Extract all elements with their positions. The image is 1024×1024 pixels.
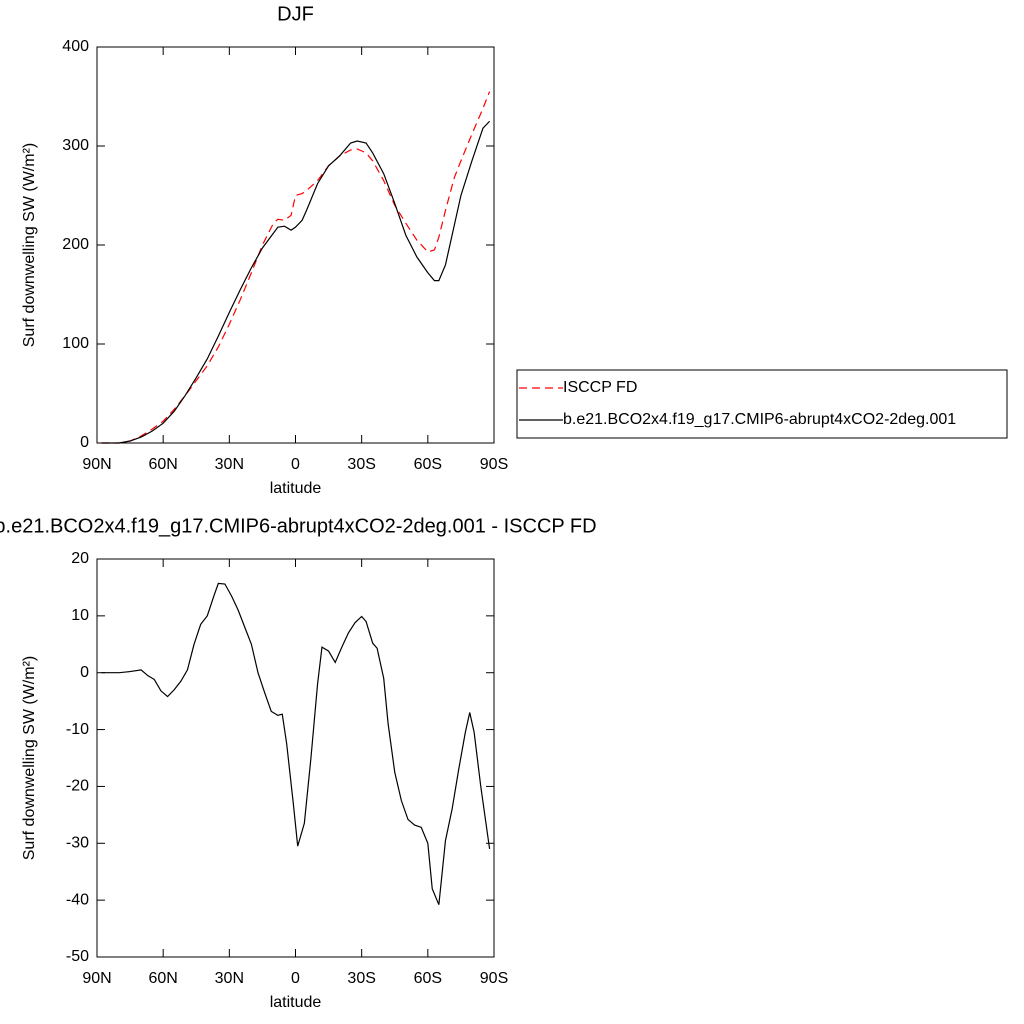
x-tick-label: 90N bbox=[82, 970, 111, 987]
legend-label: b.e21.BCO2x4.f19_g17.CMIP6-abrupt4xCO2-2… bbox=[563, 411, 956, 428]
chart-title: DJF bbox=[277, 3, 314, 25]
y-tick-label: 0 bbox=[80, 664, 89, 681]
x-tick-label: 60S bbox=[414, 456, 442, 473]
y-tick-label: -50 bbox=[66, 948, 89, 965]
y-tick-label: -10 bbox=[66, 721, 89, 738]
plot-frame bbox=[96, 46, 495, 444]
y-tick-label: -40 bbox=[66, 891, 89, 908]
x-axis-label: latitude bbox=[270, 480, 322, 497]
x-tick-label: 30S bbox=[347, 456, 375, 473]
data-line bbox=[101, 91, 491, 444]
x-axis-label: latitude bbox=[270, 994, 322, 1011]
plot-frame bbox=[96, 558, 495, 958]
y-tick-label: 300 bbox=[62, 137, 89, 154]
x-tick-label: 60S bbox=[414, 970, 442, 987]
y-tick-label: 100 bbox=[62, 335, 89, 352]
y-tick-label: 0 bbox=[80, 434, 89, 451]
data-line bbox=[101, 582, 491, 905]
y-tick-label: 10 bbox=[71, 607, 89, 624]
x-tick-label: 90S bbox=[480, 970, 508, 987]
x-tick-label: 30S bbox=[347, 970, 375, 987]
data-line bbox=[101, 120, 491, 444]
y-tick-label: 400 bbox=[62, 38, 89, 55]
x-tick-label: 60N bbox=[148, 970, 177, 987]
y-tick-label: 20 bbox=[71, 550, 89, 567]
y-tick-label: -30 bbox=[66, 835, 89, 852]
chart-title: b.e21.BCO2x4.f19_g17.CMIP6-abrupt4xCO2-2… bbox=[0, 515, 597, 537]
x-tick-label: 30N bbox=[215, 456, 244, 473]
x-tick-label: 0 bbox=[291, 970, 300, 987]
x-tick-label: 90S bbox=[480, 456, 508, 473]
y-axis-label: Surf downwelling SW (W/m²) bbox=[21, 656, 38, 860]
legend-label: ISCCP FD bbox=[563, 379, 637, 396]
x-tick-label: 90N bbox=[82, 456, 111, 473]
y-tick-label: -20 bbox=[66, 778, 89, 795]
x-tick-label: 0 bbox=[291, 456, 300, 473]
legend-box bbox=[516, 369, 1008, 439]
x-tick-label: 30N bbox=[215, 970, 244, 987]
y-axis-label: Surf downwelling SW (W/m²) bbox=[21, 143, 38, 347]
x-tick-label: 60N bbox=[148, 456, 177, 473]
y-tick-label: 200 bbox=[62, 236, 89, 253]
